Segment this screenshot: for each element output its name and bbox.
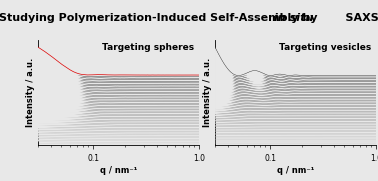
X-axis label: q / nm⁻¹: q / nm⁻¹: [100, 166, 137, 175]
Y-axis label: Intensity / a.u.: Intensity / a.u.: [26, 58, 35, 127]
Text: Targeting vesicles: Targeting vesicles: [279, 43, 371, 52]
Text: Studying Polymerization-Induced Self-Assembly by           SAXS: Studying Polymerization-Induced Self-Ass…: [0, 13, 378, 23]
X-axis label: q / nm⁻¹: q / nm⁻¹: [277, 166, 314, 175]
Text: Targeting spheres: Targeting spheres: [102, 43, 194, 52]
Y-axis label: Intensity / a.u.: Intensity / a.u.: [203, 58, 212, 127]
Text: in situ: in situ: [274, 13, 314, 23]
